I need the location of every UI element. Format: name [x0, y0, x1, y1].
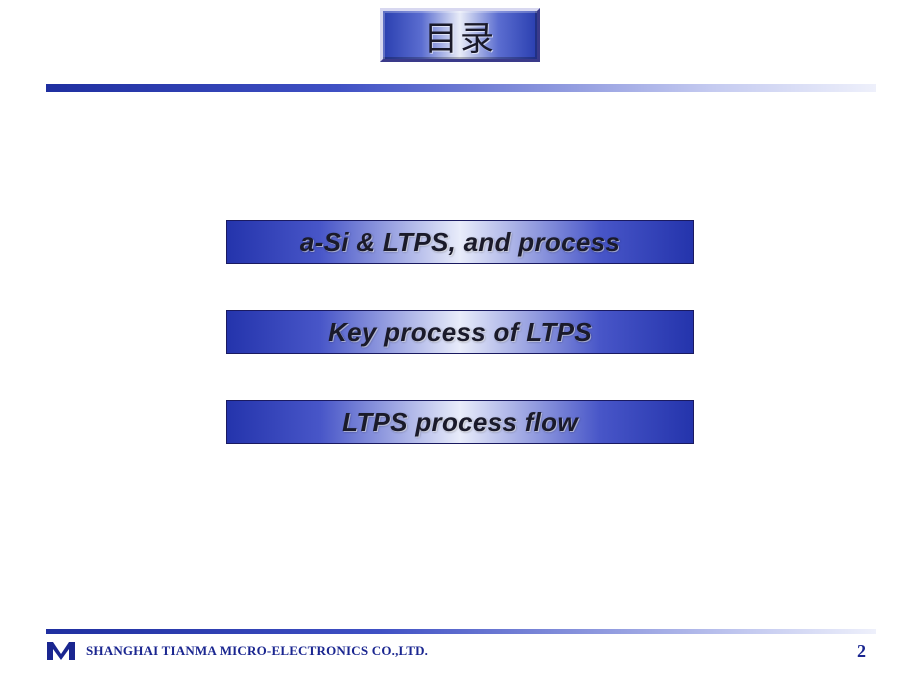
toc-item-label: a-Si & LTPS, and process — [300, 227, 620, 258]
slide: 目录 a-Si & LTPS, and process Key process … — [0, 0, 920, 690]
toc-item-label: LTPS process flow — [342, 407, 578, 438]
toc-items: a-Si & LTPS, and process Key process of … — [0, 220, 920, 444]
footer-company: SHANGHAI TIANMA MICRO-ELECTRONICS CO.,LT… — [86, 643, 428, 659]
company-logo-icon — [46, 640, 76, 662]
toc-item-2: Key process of LTPS — [226, 310, 694, 354]
top-divider — [46, 84, 876, 92]
toc-item-1: a-Si & LTPS, and process — [226, 220, 694, 264]
page-number: 2 — [857, 641, 876, 662]
footer-row: SHANGHAI TIANMA MICRO-ELECTRONICS CO.,LT… — [0, 640, 920, 662]
toc-item-3: LTPS process flow — [226, 400, 694, 444]
title-box: 目录 — [380, 8, 540, 62]
title-text: 目录 — [424, 11, 496, 60]
footer: SHANGHAI TIANMA MICRO-ELECTRONICS CO.,LT… — [0, 629, 920, 662]
footer-divider — [46, 629, 876, 634]
toc-item-label: Key process of LTPS — [328, 317, 592, 348]
